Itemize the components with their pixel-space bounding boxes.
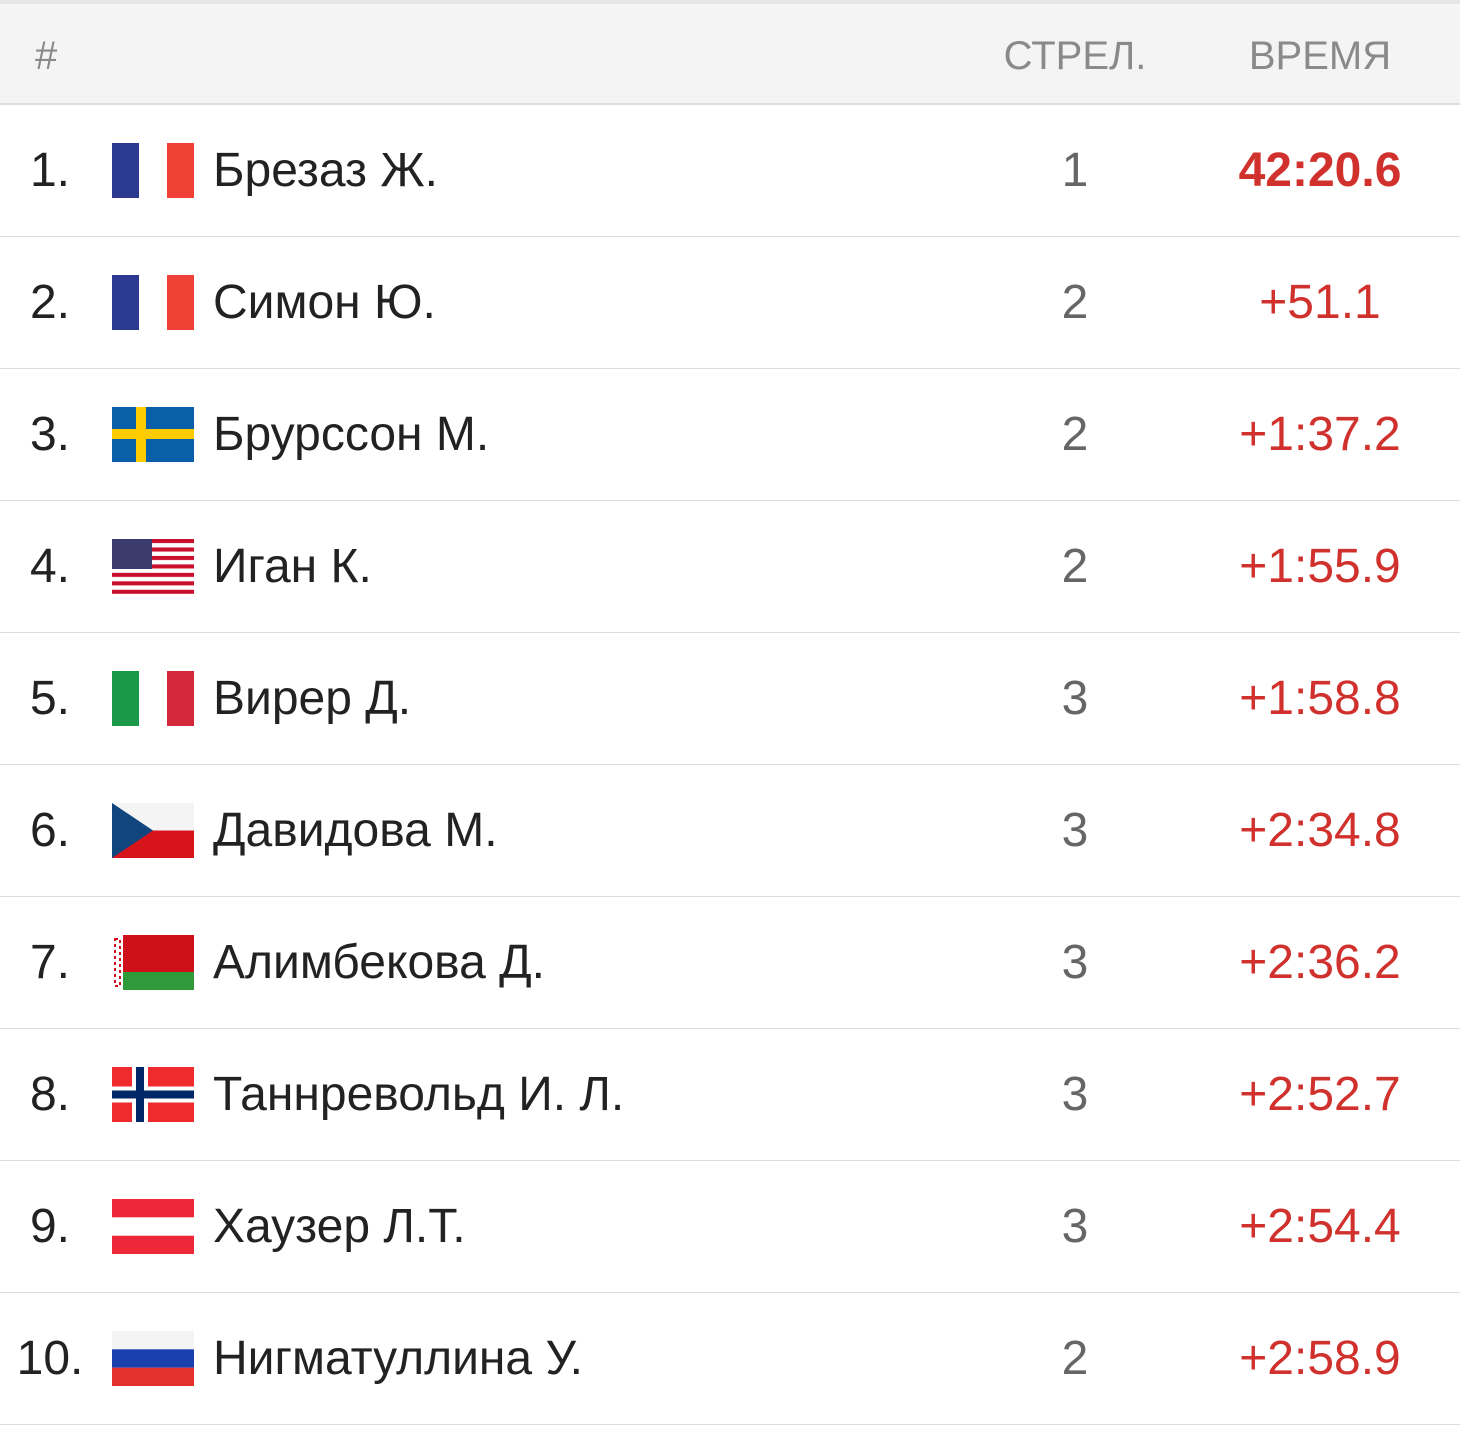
time: +2:52.7 <box>1239 1068 1401 1121</box>
athlete-name: Симон Ю. <box>213 276 436 329</box>
rank: 4. <box>29 540 71 593</box>
rank: 1. <box>29 144 71 197</box>
flag <box>112 935 194 990</box>
table-row: 5. Вирер Д. 3 +1:58.8 <box>0 633 1460 765</box>
flag <box>112 143 194 198</box>
athlete-name: Вирер Д. <box>213 672 412 725</box>
shots: 2 <box>1061 540 1089 593</box>
shots: 2 <box>1061 408 1089 461</box>
time: +1:37.2 <box>1239 408 1401 461</box>
athlete-name: Хаузер Л.Т. <box>213 1200 466 1253</box>
table-row: 10. Нигматуллина У. 2 +2:58.9 <box>0 1293 1460 1425</box>
athlete-name: Таннревольд И. Л. <box>213 1068 625 1121</box>
table-header: # СТРЕЛ. ВРЕМЯ <box>0 0 1460 105</box>
shots: 3 <box>1061 936 1089 989</box>
time: +2:36.2 <box>1239 936 1401 989</box>
rank: 5. <box>29 672 71 725</box>
table-row: 1. Брезаз Ж. 1 42:20.6 <box>0 105 1460 237</box>
rank: 8. <box>29 1068 71 1121</box>
flag <box>112 803 194 858</box>
header-cell: ВРЕМЯ <box>1248 34 1392 78</box>
athlete-name: Брурссон М. <box>213 408 490 461</box>
shots: 2 <box>1061 1332 1089 1385</box>
athlete-name: Иган К. <box>213 540 372 593</box>
flag <box>112 671 194 726</box>
shots: 3 <box>1061 1068 1089 1121</box>
time: +1:58.8 <box>1239 672 1401 725</box>
shots: 1 <box>1061 144 1089 197</box>
shots: 2 <box>1061 276 1089 329</box>
time: +2:54.4 <box>1239 1200 1401 1253</box>
flag <box>112 1067 194 1122</box>
athlete-name: Давидова М. <box>213 804 498 857</box>
rank: 3. <box>29 408 71 461</box>
athlete-name: Брезаз Ж. <box>213 144 438 197</box>
table-row: 2. Симон Ю. 2 +51.1 <box>0 237 1460 369</box>
table-row: 4. Иган К. 2 +1:55.9 <box>0 501 1460 633</box>
athlete-name: Алимбекова Д. <box>213 936 546 989</box>
time: +2:34.8 <box>1239 804 1401 857</box>
table-row: 9. Хаузер Л.Т. 3 +2:54.4 <box>0 1161 1460 1293</box>
header-cell: СТРЕЛ. <box>1003 34 1147 78</box>
flag <box>112 539 194 594</box>
time: 42:20.6 <box>1238 144 1402 197</box>
table-row: 8. Таннревольд И. Л. 3 +2:52.7 <box>0 1029 1460 1161</box>
header-cell: # <box>35 34 58 78</box>
rank: 9. <box>29 1200 71 1253</box>
rank: 7. <box>29 936 71 989</box>
time: +51.1 <box>1259 276 1381 329</box>
table-row: 3. Брурссон М. 2 +1:37.2 <box>0 369 1460 501</box>
shots: 3 <box>1061 672 1089 725</box>
table-row: 7. Алимбекова Д. 3 +2:36.2 <box>0 897 1460 1029</box>
flag <box>112 1331 194 1386</box>
rank: 2. <box>29 276 71 329</box>
table-row: 6. Давидова М. 3 +2:34.8 <box>0 765 1460 897</box>
flag <box>112 275 194 330</box>
athlete-name: Нигматуллина У. <box>213 1332 583 1385</box>
rank: 6. <box>29 804 71 857</box>
shots: 3 <box>1061 804 1089 857</box>
time: +2:58.9 <box>1239 1332 1401 1385</box>
rank: 10. <box>16 1332 84 1385</box>
shots: 3 <box>1061 1200 1089 1253</box>
time: +1:55.9 <box>1239 540 1401 593</box>
flag <box>112 1199 194 1254</box>
flag <box>112 407 194 462</box>
